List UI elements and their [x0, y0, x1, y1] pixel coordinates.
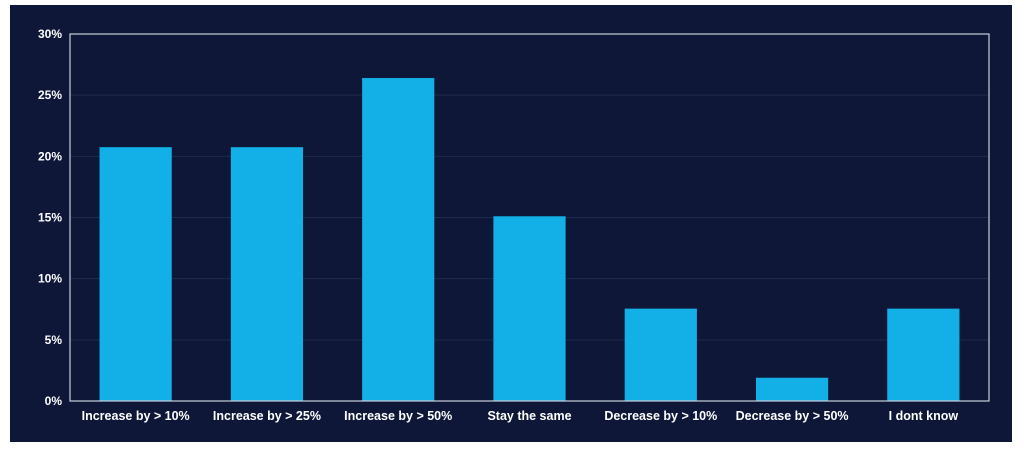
y-axis: 0% 5% 10% 15% 20% 25% 30%	[38, 27, 62, 408]
bar	[887, 308, 960, 401]
bars-layer	[99, 78, 960, 401]
x-tick-label: Increase by > 50%	[344, 409, 452, 423]
x-tick-label: Decrease by > 10%	[604, 409, 717, 423]
bar-chart: 0%5%10%15%20%25%30% Increase by > 10% Inc…	[38, 27, 990, 423]
y-tick-label: 0%	[45, 394, 63, 408]
bar	[755, 377, 829, 401]
x-axis: Increase by > 10% Increase by > 25% Increa…	[82, 409, 959, 423]
x-tick-label: I dont know	[889, 409, 959, 423]
chart-container: 0% 5% 10% 15% 20% 25% 30% Increase by > 10% Inc…	[10, 5, 1012, 442]
bar	[362, 78, 435, 401]
x-tick-label: Decrease by > 50%	[736, 409, 849, 423]
bar	[99, 147, 172, 401]
x-tick-label: Stay the same	[487, 409, 571, 423]
y-tick-label: 30%	[38, 27, 62, 41]
y-tick-label: 25%	[38, 88, 62, 102]
y-tick-label: 10%	[38, 272, 62, 286]
bar	[624, 308, 697, 401]
x-tick-label: Increase by > 25%	[213, 409, 321, 423]
y-tick-label: 20%	[38, 149, 62, 163]
y-tick-label: 15%	[38, 211, 62, 225]
bar	[230, 147, 304, 401]
bar	[493, 216, 566, 401]
plot-area-border	[69, 33, 990, 402]
x-tick-label: Increase by > 10%	[82, 409, 190, 423]
y-tick-label: 5%	[45, 333, 63, 347]
